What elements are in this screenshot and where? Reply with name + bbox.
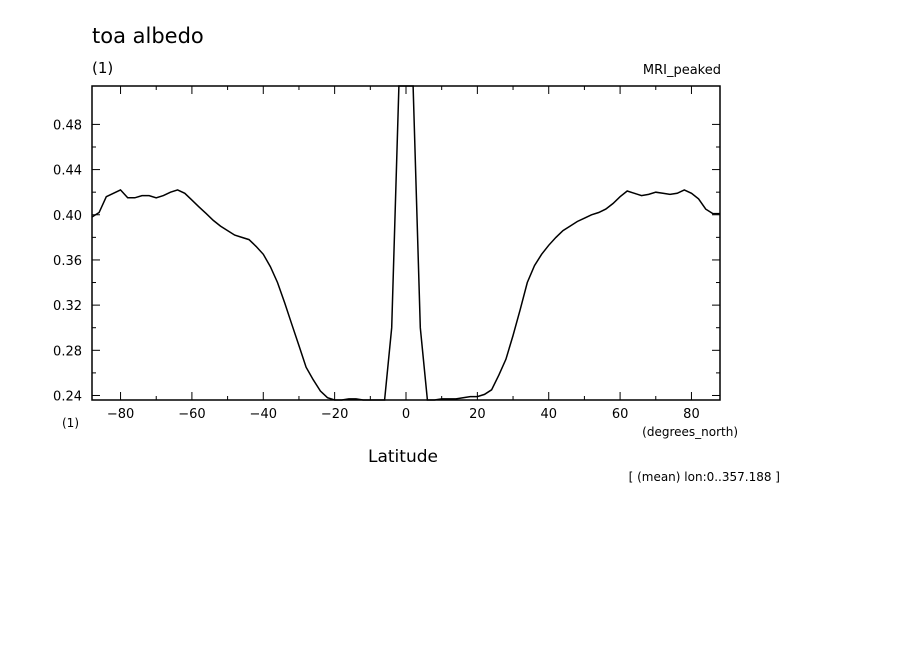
averaging-note: [ (mean) lon:0..357.188 ] [628, 470, 780, 484]
y-tick-label: 0.36 [53, 254, 82, 269]
y-tick-label: 0.44 [53, 164, 82, 179]
y-tick-label: 0.32 [53, 299, 82, 314]
chart-title: toa albedo [92, 24, 204, 48]
title-units: (1) [92, 59, 114, 77]
plot-frame [91, 85, 721, 401]
x-tick-label: −60 [178, 407, 205, 422]
x-tick-label: −40 [250, 407, 277, 422]
x-tick-label: 0 [402, 407, 410, 422]
axis-ticks [92, 86, 720, 400]
x-axis-label: Latitude [368, 447, 438, 467]
tick-labels: −80 −60 −40 −20 0 20 40 60 80 0.24 0.28 0.32 0.36 0.4… [53, 118, 700, 422]
x-tick-label: −80 [107, 407, 134, 422]
y-tick-label: 0.40 [53, 209, 82, 224]
x-tick-label: 40 [540, 407, 557, 422]
y-tick-label: 0.24 [53, 389, 82, 404]
model-name: MRI_peaked [642, 63, 721, 78]
x-axis-units: (degrees_north) [642, 425, 738, 439]
y-tick-label: 0.28 [53, 344, 82, 359]
y-tick-label: 0.48 [53, 118, 82, 133]
y-axis-units: (1) [62, 416, 79, 430]
x-tick-label: −20 [321, 407, 348, 422]
x-tick-label: 80 [683, 407, 700, 422]
x-tick-label: 60 [612, 407, 629, 422]
series-line-albedo [91, 85, 720, 401]
x-tick-label: 20 [469, 407, 486, 422]
